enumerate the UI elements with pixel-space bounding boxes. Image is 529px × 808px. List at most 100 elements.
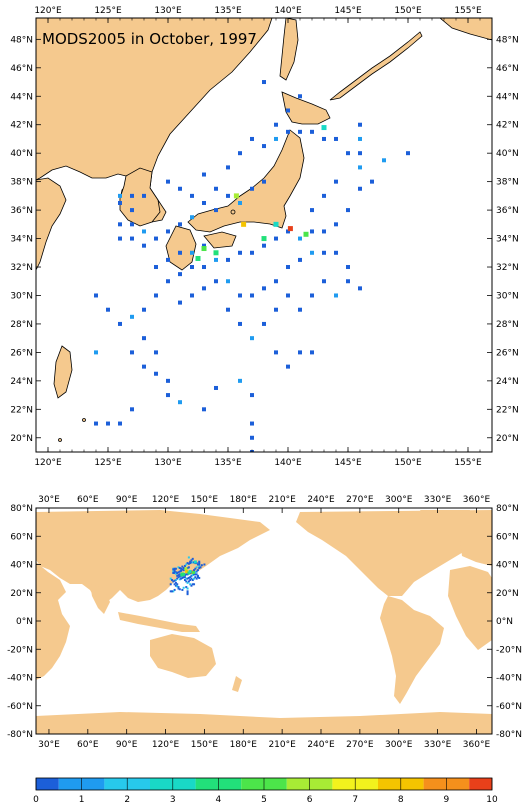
observation-cell bbox=[286, 293, 290, 298]
observation-cell bbox=[250, 136, 254, 141]
lon-label-top: 145°E bbox=[334, 6, 362, 16]
observation-cell bbox=[262, 321, 266, 326]
australia-shape bbox=[150, 634, 216, 678]
observation-cell-hot bbox=[180, 573, 184, 577]
lat-label-right: 28°N bbox=[496, 320, 519, 330]
observation-cell bbox=[358, 122, 362, 127]
observation-cell bbox=[187, 556, 190, 559]
lon-label-top: 180°E bbox=[230, 495, 258, 505]
observation-cell bbox=[173, 583, 176, 586]
observation-cell bbox=[118, 421, 122, 426]
lon-label-bottom: 130°E bbox=[154, 458, 182, 468]
observation-cell bbox=[298, 129, 302, 134]
lat-label-right: 38°N bbox=[496, 178, 519, 188]
observation-cell bbox=[198, 567, 201, 570]
observation-cell bbox=[180, 569, 183, 572]
observation-cell bbox=[176, 585, 179, 588]
observation-cell bbox=[250, 250, 254, 255]
observation-cell bbox=[194, 576, 197, 579]
colorbar-segment bbox=[355, 778, 378, 790]
observation-cell bbox=[178, 222, 182, 227]
colorbar-label: 7 bbox=[352, 795, 358, 805]
lat-label-right: -40°N bbox=[496, 674, 522, 684]
observation-cell bbox=[166, 257, 170, 262]
observation-cell bbox=[166, 229, 170, 234]
observation-cell bbox=[178, 272, 182, 277]
observation-cell bbox=[310, 293, 314, 298]
observation-cell bbox=[185, 563, 188, 566]
lon-label-top: 360°E bbox=[463, 495, 491, 505]
lat-label-left: 34°N bbox=[10, 235, 33, 245]
observation-cell-hot bbox=[182, 572, 186, 576]
observation-cell bbox=[171, 579, 174, 582]
colorbar-segment bbox=[195, 778, 219, 790]
observation-cell-hot bbox=[185, 570, 189, 574]
observation-cell bbox=[262, 286, 266, 291]
observation-cell bbox=[250, 336, 254, 341]
observation-cell bbox=[202, 286, 206, 291]
regional-observations bbox=[94, 80, 410, 452]
lat-label-right: 44°N bbox=[496, 92, 519, 102]
antarctica-shape bbox=[36, 712, 492, 734]
observation-cell bbox=[238, 200, 242, 205]
observation-cell bbox=[190, 577, 193, 580]
observation-cell bbox=[226, 165, 230, 170]
lon-label-bottom: 155°E bbox=[454, 458, 482, 468]
observation-cell-hot bbox=[233, 193, 239, 199]
colorbar-segment bbox=[241, 778, 264, 790]
observation-cell bbox=[166, 378, 170, 383]
lon-label-bottom: 150°E bbox=[191, 740, 219, 750]
africa-east-shape bbox=[448, 566, 492, 650]
lon-label-top: 125°E bbox=[94, 6, 122, 16]
observation-cell bbox=[346, 151, 350, 156]
observation-cell bbox=[186, 581, 189, 584]
observation-cell bbox=[166, 179, 170, 184]
lat-label-left: 0°N bbox=[16, 617, 33, 627]
observation-cell bbox=[154, 371, 158, 376]
lat-label-right: 20°N bbox=[496, 589, 519, 599]
observation-cell bbox=[190, 584, 193, 587]
observation-cell bbox=[191, 574, 194, 577]
observation-cell bbox=[178, 588, 181, 591]
lon-label-bottom: 270°E bbox=[346, 740, 374, 750]
lat-label-right: -60°N bbox=[496, 702, 522, 712]
greenland-shape bbox=[420, 510, 470, 536]
observation-cell bbox=[191, 561, 194, 564]
colorbar-label: 0 bbox=[33, 795, 39, 805]
observation-cell bbox=[118, 236, 122, 241]
observation-cell bbox=[118, 222, 122, 227]
colorbar-segment bbox=[172, 778, 196, 790]
lat-label-right: -20°N bbox=[496, 645, 522, 655]
lon-label-top: 130°E bbox=[154, 6, 182, 16]
lon-label-top: 120°E bbox=[34, 6, 62, 16]
observation-cell bbox=[186, 593, 189, 596]
observation-cell bbox=[177, 566, 180, 569]
lon-label-bottom: 330°E bbox=[424, 740, 452, 750]
observation-cell bbox=[202, 265, 206, 270]
colorbar-segment bbox=[378, 778, 401, 790]
global-map: 30°E 30°E 60°E 60°E 90°E 90°E 120°E 120°E 150°E 1… bbox=[7, 495, 522, 750]
observation-cell bbox=[196, 576, 199, 579]
observation-cell bbox=[169, 590, 172, 593]
lon-label-bottom: 240°E bbox=[307, 740, 335, 750]
observation-cell bbox=[286, 265, 290, 270]
observation-cell bbox=[142, 193, 146, 198]
colorbar-label: 8 bbox=[398, 795, 404, 805]
eurasia-shape bbox=[36, 510, 270, 604]
lat-label-left: 22°N bbox=[10, 405, 33, 415]
observation-cell bbox=[238, 250, 242, 255]
observation-cell bbox=[250, 435, 254, 440]
observation-cell bbox=[193, 569, 196, 572]
colorbar-label: 5 bbox=[261, 795, 267, 805]
observation-cell bbox=[142, 364, 146, 369]
observation-cell bbox=[196, 569, 199, 572]
observation-cell bbox=[226, 257, 230, 262]
lat-label-right: 34°N bbox=[496, 235, 519, 245]
observation-cell bbox=[198, 576, 201, 579]
observation-cell bbox=[106, 421, 110, 426]
lon-label-top: 240°E bbox=[307, 495, 335, 505]
observation-cell bbox=[178, 573, 181, 576]
colorbar-segment bbox=[264, 778, 287, 790]
observation-cell bbox=[274, 236, 278, 241]
